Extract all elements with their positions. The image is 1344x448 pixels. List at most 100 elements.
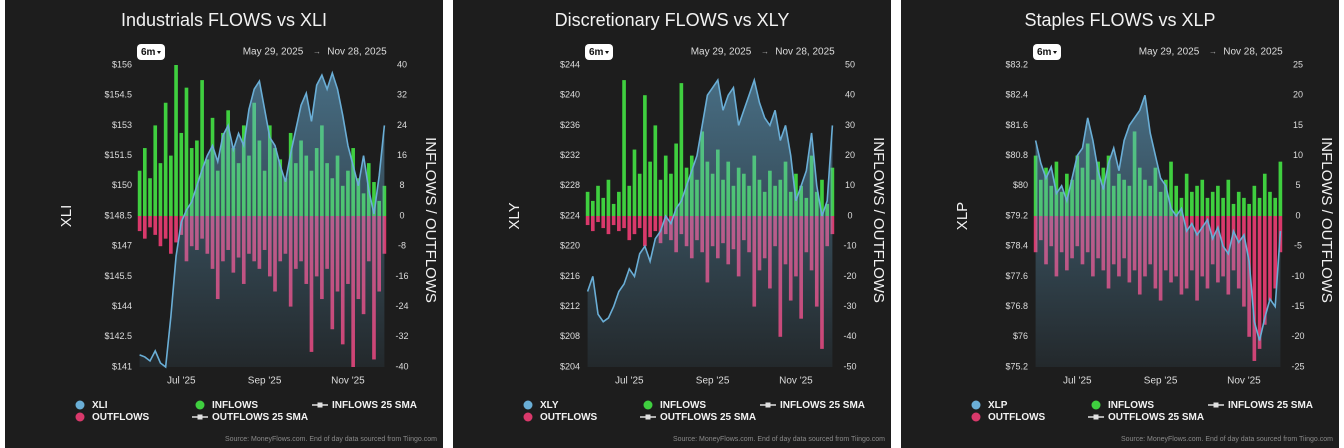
flow-bar <box>1257 216 1262 349</box>
chart-panel: Industrials FLOWS vs XLI 6m May 29, 2025 → N… <box>5 0 443 448</box>
flow-bar <box>611 216 616 226</box>
flow-bar <box>1252 185 1257 216</box>
flow-bar <box>1262 216 1267 325</box>
legend-marker <box>75 412 85 422</box>
legend-label[interactable]: INFLOWS 25 SMA <box>1228 400 1313 411</box>
flow-bar <box>158 216 163 247</box>
flow-bar <box>174 216 178 243</box>
flow-bar <box>606 216 611 235</box>
y2-tick-label: -30 <box>843 301 856 311</box>
y-tick-label: $141 <box>112 361 132 371</box>
legend-marker <box>523 412 533 422</box>
flow-bar <box>653 125 658 216</box>
flow-bar <box>637 216 642 229</box>
y-tick-label: $78.4 <box>1005 241 1028 251</box>
y-axis-label: XLI <box>58 205 75 228</box>
y-axis-label: XLP <box>954 202 971 230</box>
flow-bar <box>184 87 189 217</box>
legend-marker <box>197 414 203 420</box>
y2-tick-label: -20 <box>843 271 856 281</box>
y-tick-label: $75.2 <box>1005 361 1028 371</box>
y2-tick-label: 32 <box>397 90 407 100</box>
range-button[interactable] <box>1033 44 1061 60</box>
date-end: Nov 28, 2025 <box>775 47 835 58</box>
flow-bar <box>158 163 163 216</box>
y-tick-label: $208 <box>560 331 580 341</box>
y-tick-label: $147 <box>112 241 132 251</box>
legend-label[interactable]: INFLOWS 25 SMA <box>332 400 417 411</box>
flow-bar <box>1278 161 1283 216</box>
y2-tick-label: 40 <box>845 90 855 100</box>
flow-bar <box>1257 197 1262 216</box>
y-tick-label: $81.6 <box>1005 120 1028 130</box>
y2-tick-label: 0 <box>399 210 404 220</box>
flow-bar <box>617 216 621 232</box>
y2-tick-label: -16 <box>395 271 408 281</box>
flow-bar <box>1247 203 1251 216</box>
flow-bar <box>174 65 178 216</box>
flow-bar <box>617 191 621 216</box>
flow-bar <box>1179 197 1184 216</box>
legend-label[interactable]: OUTFLOWS <box>988 412 1046 423</box>
legend-marker <box>971 412 981 422</box>
source-note: Source: MoneyFlows.com. End of day data … <box>225 436 437 443</box>
flow-bar <box>137 170 142 216</box>
legend-label[interactable]: OUTFLOWS <box>92 412 150 423</box>
range-button[interactable] <box>585 44 613 60</box>
flow-bar <box>195 140 199 216</box>
legend-label[interactable]: OUTFLOWS 25 SMA <box>212 412 308 423</box>
range-button-label[interactable]: 6m <box>589 47 604 58</box>
legend-label[interactable]: INFLOWS <box>660 400 706 411</box>
range-button-label[interactable]: 6m <box>141 47 156 58</box>
y2-tick-label: -8 <box>398 241 406 251</box>
flow-bar <box>643 95 647 216</box>
x-tick-label: Sep '25 <box>1144 376 1178 387</box>
range-caret <box>605 51 609 54</box>
flow-bar <box>169 216 173 254</box>
flow-bar <box>674 143 678 216</box>
legend-label[interactable]: INFLOWS <box>1108 400 1154 411</box>
legend-label[interactable]: XLI <box>92 400 108 411</box>
flow-bar <box>137 216 142 232</box>
y2-tick-label: 30 <box>845 120 855 130</box>
y-tick-label: $80 <box>1013 180 1028 190</box>
y2-tick-label: 15 <box>1293 120 1303 130</box>
y-tick-label: $154.5 <box>104 90 132 100</box>
range-button-label[interactable]: 6m <box>1037 47 1052 58</box>
legend-label[interactable]: XLP <box>988 400 1008 411</box>
date-separator: → <box>761 47 769 56</box>
x-tick-label: Sep '25 <box>696 376 730 387</box>
flow-bar <box>632 149 637 216</box>
y2-axis-label: INFLOWS / OUTFLOWS <box>422 137 439 303</box>
y2-tick-label: -20 <box>1291 331 1304 341</box>
chart-panel: Discretionary FLOWS vs XLY 6m May 29, 2025… <box>453 0 891 448</box>
x-tick-label: Nov '25 <box>779 376 813 387</box>
y-tick-label: $212 <box>560 301 580 311</box>
flow-bar <box>601 216 606 229</box>
y2-tick-label: -40 <box>395 361 408 371</box>
legend-label[interactable]: OUTFLOWS <box>540 412 598 423</box>
y2-tick-label: 40 <box>397 59 407 69</box>
legend-marker <box>75 400 85 410</box>
legend-label[interactable]: OUTFLOWS 25 SMA <box>1108 412 1204 423</box>
legend-marker <box>645 414 651 420</box>
y-tick-label: $204 <box>560 361 580 371</box>
flow-bar <box>1065 173 1069 216</box>
flow-bar <box>200 80 204 216</box>
legend-label[interactable]: INFLOWS <box>212 400 258 411</box>
y-tick-label: $220 <box>560 241 580 251</box>
range-caret <box>157 51 161 54</box>
flow-bar <box>601 197 606 216</box>
legend-label[interactable]: OUTFLOWS 25 SMA <box>660 412 756 423</box>
flow-bar <box>596 185 600 216</box>
range-button[interactable] <box>137 44 165 60</box>
y-tick-label: $244 <box>560 59 580 69</box>
y2-tick-label: -50 <box>843 361 856 371</box>
legend-label[interactable]: INFLOWS 25 SMA <box>780 400 865 411</box>
chart-panel: Staples FLOWS vs XLP 6m May 29, 2025 → Nov 2… <box>901 0 1339 448</box>
price-line <box>586 77 834 323</box>
legend-label[interactable]: XLY <box>540 400 559 411</box>
x-tick-label: Nov '25 <box>1227 376 1261 387</box>
flow-bar <box>1169 161 1173 216</box>
y-tick-label: $82.4 <box>1005 90 1028 100</box>
